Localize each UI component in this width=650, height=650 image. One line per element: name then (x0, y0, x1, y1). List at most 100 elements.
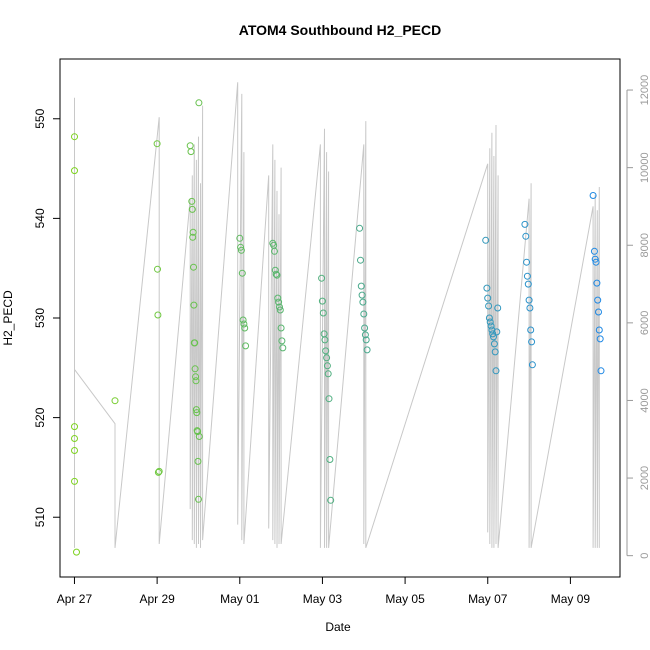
secondary-line (74, 82, 600, 549)
data-point (523, 272, 531, 280)
y-tick-label: 520 (33, 407, 47, 427)
y-tick-label: 530 (33, 308, 47, 328)
data-point (595, 326, 603, 334)
data-point (323, 362, 331, 370)
data-point (595, 308, 602, 316)
data-point (192, 406, 200, 414)
data-point (277, 324, 285, 332)
data-point (189, 233, 197, 241)
data-point (195, 433, 203, 440)
data-point (363, 346, 371, 354)
data-point (592, 258, 600, 266)
x-tick-label: May 05 (385, 592, 425, 606)
data-point (190, 301, 198, 309)
y-tick-label: 540 (33, 208, 47, 228)
data-point (154, 265, 161, 273)
data-point (528, 361, 536, 369)
data-point (274, 294, 282, 302)
data-point (597, 367, 605, 375)
x-tick-label: Apr 27 (57, 592, 93, 606)
data-point (490, 333, 497, 341)
data-point (241, 324, 249, 332)
data-point (357, 256, 364, 264)
data-point (190, 263, 197, 271)
data-point (325, 395, 333, 403)
data-point (71, 435, 78, 442)
data-point (237, 246, 245, 254)
data-point (528, 338, 536, 346)
data-point (193, 409, 201, 417)
right-tick-label: 4000 (639, 388, 650, 412)
data-point (192, 377, 200, 385)
data-point (321, 336, 329, 344)
data-point (327, 496, 335, 504)
data-point (492, 367, 500, 375)
data-point (318, 274, 326, 282)
data-point (589, 192, 597, 199)
right-axis: 0 2000 4000 6000 8000 10000 12000 (626, 75, 650, 559)
data-point (487, 322, 495, 330)
data-point (188, 197, 196, 205)
x-tick-label: May 07 (468, 592, 508, 606)
x-axis: Apr 27 Apr 29 May 01 May 03 May 05 May 07 May … (57, 576, 591, 606)
data-point (278, 337, 286, 345)
data-point (484, 294, 492, 302)
data-point (71, 423, 78, 431)
right-tick-label: 10000 (639, 152, 650, 183)
data-point (279, 344, 287, 352)
chart-title: ATOM4 Southbound H2_PECD (239, 22, 441, 38)
data-point (187, 148, 195, 156)
right-tick-label: 0 (639, 553, 650, 559)
data-point (489, 330, 497, 338)
data-point (522, 232, 530, 240)
data-point (71, 477, 78, 485)
data-point (191, 339, 199, 347)
secondary-series-lines (74, 82, 600, 549)
data-point (276, 306, 284, 314)
data-point (71, 447, 78, 454)
data-point (322, 347, 330, 355)
data-point (153, 140, 161, 148)
data-point (358, 291, 366, 299)
data-point (194, 428, 202, 436)
data-point (482, 236, 490, 244)
data-point (154, 311, 162, 319)
data-point (273, 271, 281, 279)
data-point (242, 342, 250, 350)
data-point (362, 336, 370, 344)
data-point (356, 224, 364, 232)
data-point (494, 304, 502, 312)
data-point (189, 228, 197, 236)
x-tick-label: May 01 (220, 592, 260, 606)
data-point (361, 324, 369, 332)
right-tick-label: 12000 (639, 75, 650, 106)
data-point (271, 266, 279, 274)
data-point (272, 270, 280, 278)
data-point (525, 296, 533, 304)
data-point (276, 303, 283, 311)
x-tick-label: May 03 (303, 592, 343, 606)
x-tick-label: May 09 (551, 592, 591, 606)
data-point (111, 397, 119, 405)
y-axis-label: H2_PECD (1, 290, 15, 346)
data-point (485, 302, 493, 310)
data-point (236, 234, 244, 242)
plot-frame (59, 58, 621, 578)
data-point (524, 280, 532, 288)
data-point (357, 282, 365, 290)
right-tick-label: 6000 (639, 311, 650, 335)
data-point (594, 296, 602, 304)
data-point (527, 326, 535, 334)
data-point (596, 335, 604, 343)
y-tick-label: 510 (33, 507, 47, 527)
data-point (275, 298, 283, 306)
data-point (318, 297, 326, 305)
data-point (593, 279, 601, 287)
data-point (73, 548, 80, 556)
data-point (240, 320, 248, 328)
data-point (359, 298, 367, 306)
data-point (271, 247, 278, 255)
right-tick-label: 2000 (639, 466, 650, 490)
data-point (490, 340, 498, 348)
